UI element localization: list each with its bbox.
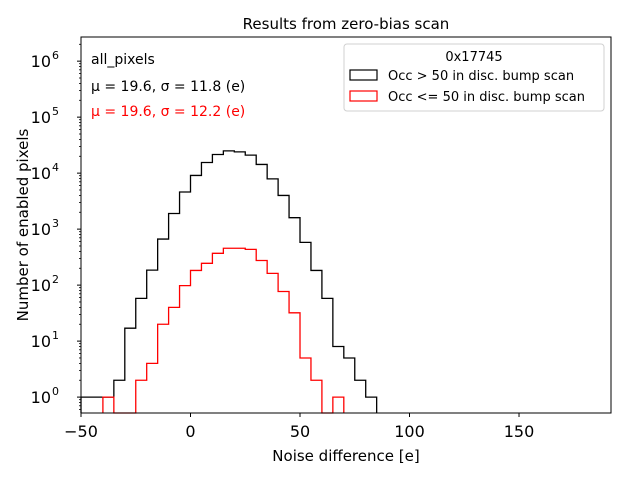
histogram-bin <box>212 155 223 413</box>
histogram-bin <box>322 298 333 413</box>
histogram-bin <box>289 313 300 413</box>
histogram-bin <box>81 397 92 413</box>
histogram-bin <box>256 261 267 413</box>
histogram-bin <box>180 286 191 413</box>
series-occ-gt-50-step <box>80 150 378 413</box>
histogram-bin <box>136 380 147 413</box>
histogram-bin <box>300 358 311 413</box>
histogram-bin <box>245 155 256 413</box>
y-tick-exponent: 5 <box>52 105 59 118</box>
y-tick-label: 10 <box>31 276 51 295</box>
histogram-bin <box>212 253 223 413</box>
histogram-bin <box>333 397 344 413</box>
histogram-bin <box>191 270 202 413</box>
histogram-bin <box>267 273 278 413</box>
x-tick-label: 50 <box>290 422 310 441</box>
legend-entry-black: Occ > 50 in disc. bump scan <box>388 69 574 84</box>
y-axis-label: Number of enabled pixels <box>14 128 32 321</box>
histogram-bin <box>158 239 169 413</box>
histogram-bin <box>333 347 344 413</box>
y-tick-exponent: 1 <box>52 329 59 342</box>
y-tick-label: 10 <box>31 108 51 127</box>
y-tick-label: 10 <box>31 164 51 183</box>
chart-title: Results from zero-bias scan <box>243 15 450 33</box>
histogram-bin <box>92 397 103 413</box>
histogram-bin <box>245 249 256 413</box>
x-axis: −50 0 50 100 150 <box>64 413 534 441</box>
histogram-bin <box>103 397 114 413</box>
y-tick-exponent: 4 <box>52 161 59 174</box>
histogram-bin <box>169 214 180 413</box>
histogram-bin <box>191 175 202 413</box>
series-layer <box>80 150 378 414</box>
histogram-bin <box>169 307 180 413</box>
y-tick-label: 10 <box>31 220 51 239</box>
histogram-bin <box>344 358 355 413</box>
histogram-bin <box>223 248 234 413</box>
legend: 0x17745 Occ > 50 in disc. bump scan Occ … <box>343 43 605 112</box>
histogram-bin <box>234 248 245 413</box>
annotation-all-pixels: all_pixels <box>91 52 155 68</box>
histogram-bin <box>147 270 158 413</box>
histogram-bin <box>201 162 212 413</box>
y-tick-exponent: 6 <box>52 49 59 62</box>
histogram-bin <box>234 152 245 413</box>
histogram-bin <box>355 380 366 413</box>
y-tick-exponent: 3 <box>52 217 59 230</box>
histogram-bin <box>311 270 322 413</box>
histogram-bin <box>278 291 289 413</box>
histogram-bin <box>223 151 234 413</box>
histogram-bin <box>114 380 125 413</box>
histogram-bin <box>300 242 311 413</box>
annotation-stats-black: μ = 19.6, σ = 11.8 (e) <box>91 79 245 95</box>
histogram-bin <box>256 164 267 413</box>
legend-swatch-black <box>349 69 378 81</box>
annotation-stats-red: μ = 19.6, σ = 12.2 (e) <box>91 104 245 120</box>
histogram-bin <box>136 298 147 413</box>
histogram-bin <box>289 218 300 413</box>
histogram-bin <box>125 328 136 413</box>
y-tick-label: 10 <box>31 388 51 407</box>
x-axis-label: Noise difference [e] <box>272 447 419 465</box>
plot-area <box>80 36 612 414</box>
histogram-bin <box>278 195 289 413</box>
y-tick-exponent: 0 <box>52 385 59 398</box>
histogram-bin <box>180 192 191 413</box>
y-tick-label: 10 <box>31 52 51 71</box>
legend-swatch-red <box>349 90 378 102</box>
stats-annotations: all_pixels μ = 19.6, σ = 11.8 (e) μ = 19… <box>91 52 245 120</box>
histogram-bin <box>366 397 377 413</box>
histogram-bin <box>311 380 322 413</box>
x-tick-label: 100 <box>394 422 425 441</box>
legend-title: 0x17745 <box>445 50 502 65</box>
histogram-bin <box>103 397 114 413</box>
y-tick-label: 10 <box>31 332 51 351</box>
histogram-bin <box>158 324 169 413</box>
legend-entry-red: Occ <= 50 in disc. bump scan <box>388 90 585 105</box>
x-tick-label: 150 <box>504 422 535 441</box>
axes-frame <box>80 36 612 414</box>
series-occ-le-50-step <box>102 247 345 414</box>
legend-frame <box>343 43 605 112</box>
histogram-bin <box>147 363 158 413</box>
histogram-bin <box>267 179 278 413</box>
histogram-bin <box>201 263 212 413</box>
y-tick-exponent: 2 <box>52 273 59 286</box>
x-tick-label: 0 <box>185 422 195 441</box>
x-tick-label: −50 <box>64 422 98 441</box>
